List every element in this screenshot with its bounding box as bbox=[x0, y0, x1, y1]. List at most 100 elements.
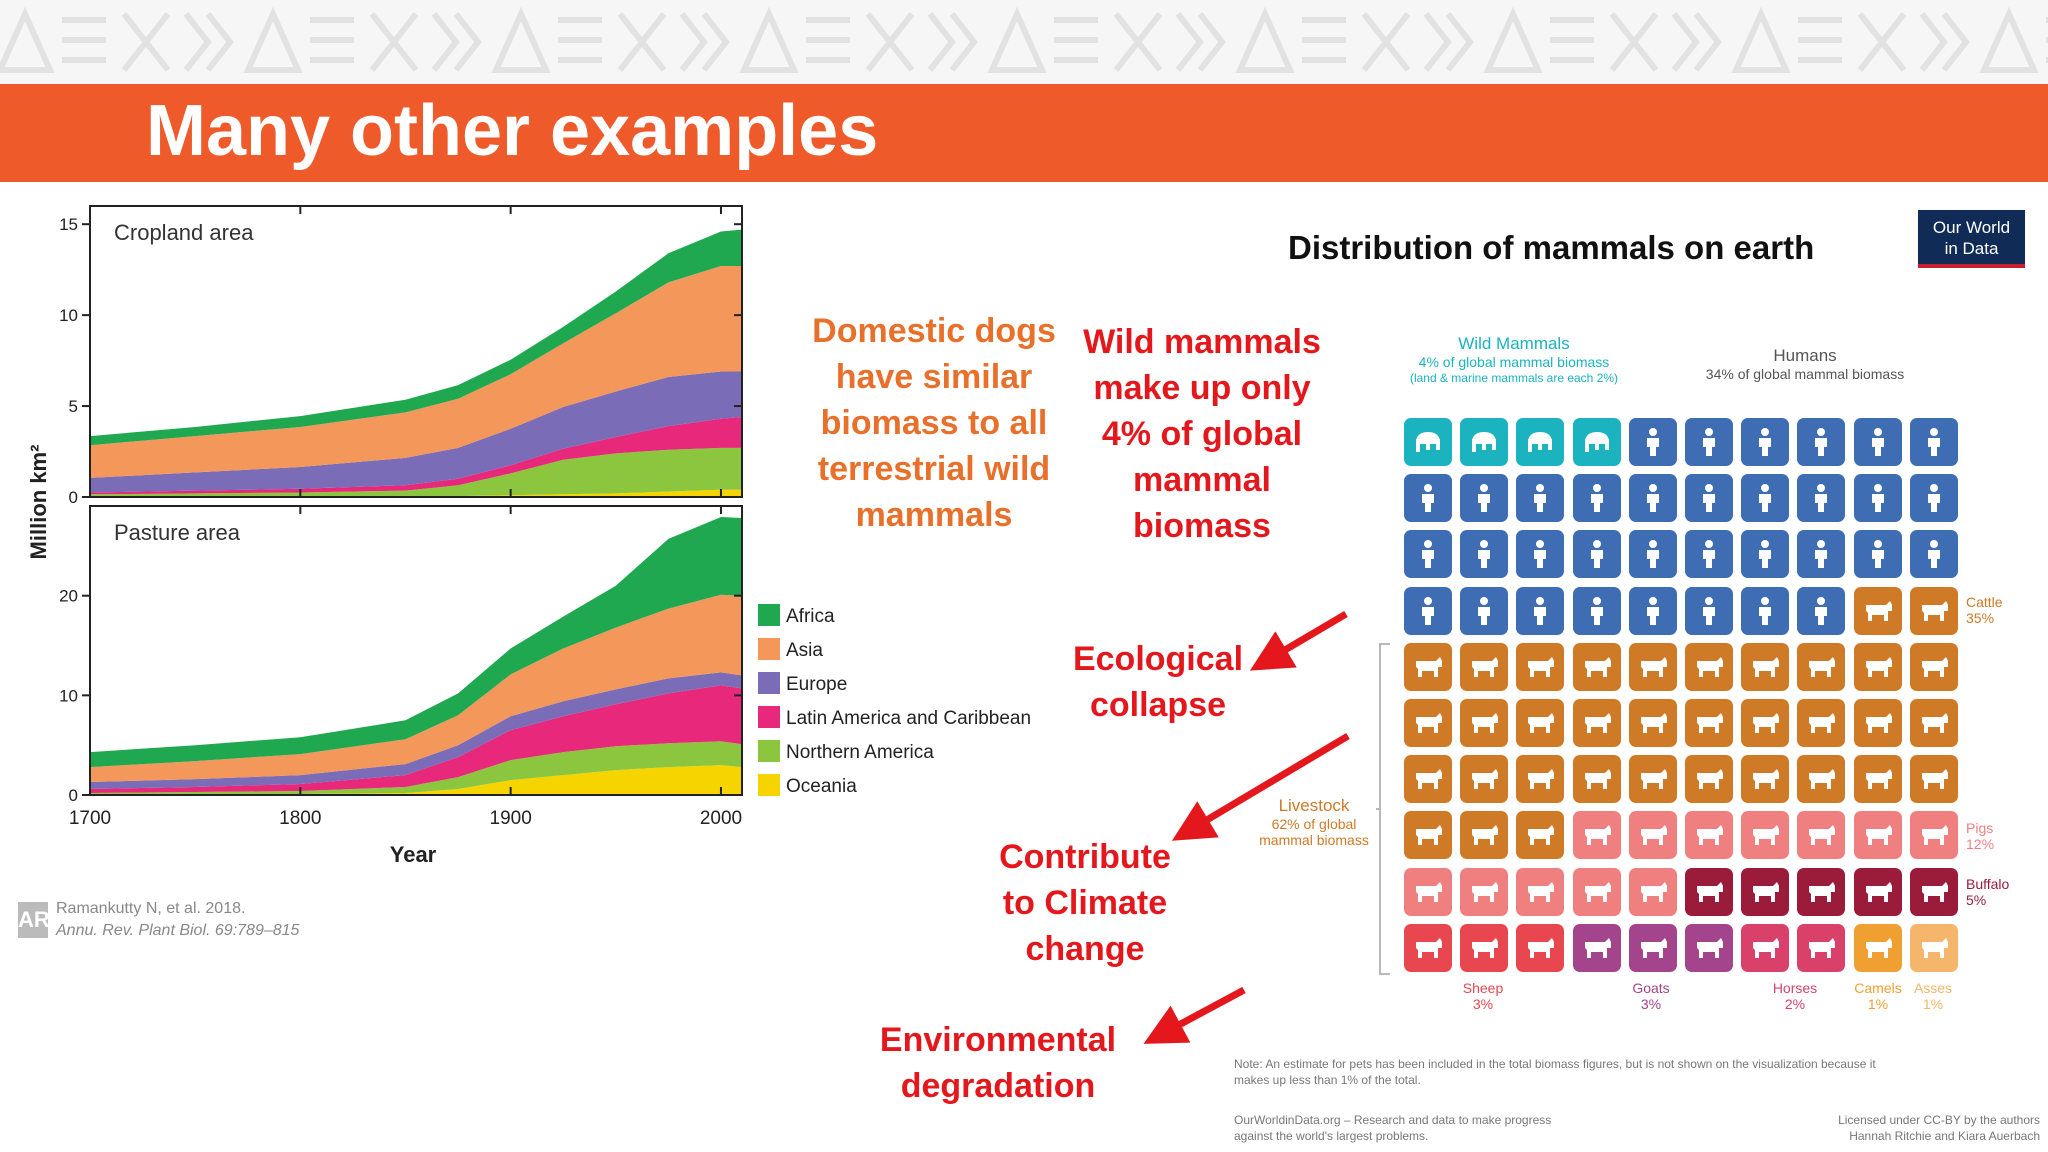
callout-line: mammal bbox=[1133, 461, 1271, 499]
livestock-icon bbox=[1416, 825, 1442, 846]
area-europe bbox=[90, 371, 742, 493]
livestock-icon bbox=[1753, 769, 1780, 790]
livestock-icon bbox=[1416, 713, 1442, 733]
owid-footer-right: Licensed under CC-BY by the authors Hann… bbox=[1740, 1112, 2040, 1144]
grid-cell-buffalo bbox=[1685, 867, 1733, 916]
human-icon bbox=[1646, 540, 1659, 569]
livestock-icon bbox=[1921, 825, 1948, 846]
owid-footer-line: OurWorldinData.org – Research and data t… bbox=[1234, 1113, 1552, 1127]
grid-cell-human bbox=[1797, 418, 1846, 466]
human-icon bbox=[1646, 484, 1659, 513]
livestock-icon bbox=[1809, 769, 1836, 790]
arrow-to-environmental-degradation bbox=[1143, 986, 1246, 1044]
grid-cell-sheep bbox=[1460, 923, 1509, 972]
grid-cell-human bbox=[1460, 586, 1509, 635]
legend-label: Africa bbox=[786, 606, 835, 627]
title-bar: Many other examples bbox=[0, 84, 2048, 182]
livestock-icon bbox=[1809, 825, 1836, 846]
human-icon bbox=[1646, 596, 1659, 625]
grid-cell-cattle bbox=[1797, 699, 1846, 747]
horses-name: Horses bbox=[1772, 980, 1818, 996]
grid-cell-horse bbox=[1797, 923, 1846, 972]
livestock-icon bbox=[1528, 881, 1555, 902]
grid-cell-human bbox=[1741, 418, 1790, 466]
area-oceania bbox=[90, 489, 742, 497]
human-icon bbox=[1478, 596, 1491, 625]
goats-name: Goats bbox=[1632, 980, 1670, 996]
livestock-icon bbox=[1416, 881, 1442, 902]
grid-cell-cattle bbox=[1460, 755, 1509, 804]
pattern-shape bbox=[431, 12, 482, 72]
callout-line: Domestic dogs bbox=[812, 312, 1056, 350]
grid-cell-human bbox=[1741, 530, 1790, 579]
callout-climate-change: Contribute to Climate change bbox=[975, 834, 1195, 972]
grid-cell-cattle bbox=[1572, 755, 1621, 804]
livestock-icon bbox=[1584, 937, 1611, 958]
grid-cell-human bbox=[1797, 474, 1846, 523]
livestock-icon bbox=[1865, 881, 1892, 902]
livestock-icon bbox=[1697, 656, 1723, 677]
pattern-shape bbox=[1113, 12, 1163, 72]
livestock-icon bbox=[1697, 769, 1723, 790]
area-northern-america bbox=[90, 741, 742, 794]
grid-cell-human bbox=[1572, 530, 1621, 579]
grid-cell-cattle bbox=[1853, 699, 1902, 747]
x-tick-label: 1700 bbox=[69, 808, 111, 829]
owid-footer-left: OurWorldinData.org – Research and data t… bbox=[1234, 1112, 1551, 1144]
livestock-icon bbox=[1528, 825, 1555, 846]
pattern-shape bbox=[121, 12, 171, 72]
callout-line: biomass bbox=[1133, 507, 1271, 545]
grid-cell-human bbox=[1797, 530, 1846, 579]
human-icon bbox=[1422, 484, 1434, 513]
owid-note-line: Note: An estimate for pets has been incl… bbox=[1234, 1057, 1876, 1071]
pattern-shape bbox=[927, 12, 978, 72]
human-icon bbox=[1927, 428, 1940, 456]
pattern-shape bbox=[369, 12, 419, 72]
wild-mammal-icon bbox=[1584, 432, 1609, 452]
grid-cell-human bbox=[1741, 474, 1790, 523]
livestock-icon bbox=[1809, 656, 1836, 677]
grid-cell-pig bbox=[1909, 811, 1958, 860]
human-icon bbox=[1590, 540, 1603, 569]
livestock-icon bbox=[1584, 825, 1611, 846]
callout-line: degradation bbox=[900, 1067, 1096, 1105]
livestock-icon bbox=[1753, 656, 1780, 677]
grid-cell-cattle bbox=[1404, 755, 1452, 804]
livestock-icon bbox=[1753, 881, 1780, 902]
cattle-name: Cattle bbox=[1966, 594, 2003, 610]
citation-authors: Ramankutty N, et al. 2018. bbox=[56, 900, 246, 917]
pattern-shape bbox=[1483, 6, 1543, 73]
livestock-icon bbox=[1584, 881, 1611, 902]
wild-mammals-label: Wild Mammals 4% of global mammal biomass… bbox=[1386, 334, 1642, 386]
livestock-title: Livestock bbox=[1278, 796, 1350, 815]
grid-cell-human bbox=[1516, 474, 1565, 523]
callout-line: Environmental bbox=[879, 1021, 1117, 1059]
x-tick-label: 2000 bbox=[700, 808, 742, 829]
livestock-icon bbox=[1640, 881, 1667, 902]
wild-mammals-title: Wild Mammals bbox=[1458, 334, 1570, 353]
cattle-pct: 35% bbox=[1966, 610, 1995, 626]
buffalo-label: Buffalo 5% bbox=[1966, 876, 2036, 908]
grid-cell-human bbox=[1685, 418, 1733, 466]
grid-cell-goat bbox=[1628, 923, 1677, 972]
area-oceania bbox=[90, 765, 742, 795]
pattern-shape bbox=[183, 12, 234, 72]
grid-cell-wild bbox=[1460, 418, 1509, 466]
human-icon bbox=[1422, 596, 1434, 625]
pattern-shape bbox=[739, 6, 799, 73]
grid-cell-pig bbox=[1404, 867, 1452, 916]
grid-cell-human bbox=[1572, 586, 1621, 635]
pattern-shape bbox=[679, 12, 730, 72]
livestock-icon bbox=[1921, 656, 1948, 677]
human-icon bbox=[1534, 596, 1547, 625]
grid-cell-pig bbox=[1628, 867, 1677, 916]
callout-line: 4% of global bbox=[1101, 415, 1303, 453]
human-icon bbox=[1590, 484, 1603, 513]
pattern-shape bbox=[1798, 17, 1842, 63]
livestock-sub: 62% of global bbox=[1271, 816, 1357, 832]
livestock-icon bbox=[1753, 825, 1780, 846]
grid-cell-cattle bbox=[1909, 642, 1958, 691]
camels-name: Camels bbox=[1854, 980, 1902, 996]
grid-cell-cattle bbox=[1685, 755, 1733, 804]
